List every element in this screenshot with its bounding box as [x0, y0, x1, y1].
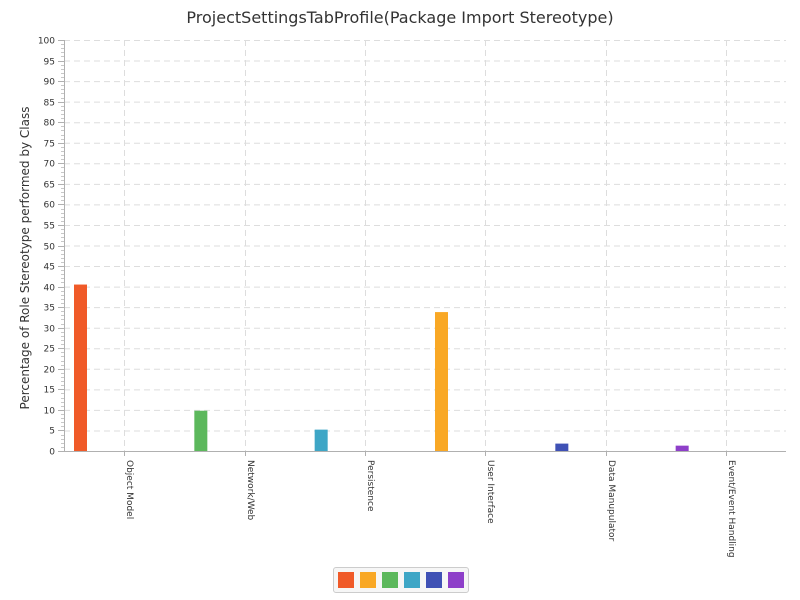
x-tick-label: Event/Event Handling [726, 460, 736, 558]
y-tick-label: 5 [49, 427, 55, 437]
legend-swatch [448, 572, 464, 588]
gridlines [64, 40, 786, 451]
y-tick-label: 0 [49, 448, 55, 458]
legend-swatch [338, 572, 354, 588]
y-tick-label: 20 [44, 366, 56, 376]
bar [194, 410, 208, 451]
y-tick-label: 10 [44, 407, 56, 417]
legend-swatch [404, 572, 420, 588]
y-tick-label: 40 [44, 284, 56, 294]
y-tick-label: 100 [38, 37, 55, 47]
y-tick-label: 75 [44, 140, 55, 150]
legend-swatch [382, 572, 398, 588]
x-tick-label: Object Model [124, 460, 134, 519]
bar [555, 443, 569, 451]
bar [675, 445, 689, 451]
legend-swatch [426, 572, 442, 588]
y-tick-label: 70 [44, 160, 56, 170]
y-tick-label: 60 [44, 201, 56, 211]
y-tick-label: 35 [44, 304, 55, 314]
y-tick-label: 45 [44, 263, 55, 273]
category-labels: Object Model Network/Web Persistence User I… [124, 460, 736, 558]
legend [333, 567, 469, 593]
x-tick-label: User Interface [485, 460, 495, 524]
y-tick-label: 25 [44, 345, 55, 355]
y-tick-label: 95 [44, 58, 55, 68]
y-tick-label: 55 [44, 222, 55, 232]
chart-title: ProjectSettingsTabProfile(Package Import… [186, 8, 613, 27]
x-tick-label: Persistence [365, 460, 375, 512]
x-tick-label: Data Manupulator [606, 460, 616, 542]
y-axis-label: Percentage of Role Stereotype performed … [18, 107, 32, 410]
y-tick-label: 90 [44, 78, 56, 88]
bars [74, 284, 689, 451]
legend-swatch [360, 572, 376, 588]
x-tick-label: Network/Web [245, 460, 255, 521]
y-tick-label: 65 [44, 181, 55, 191]
axes: 0 5 10 15 20 25 30 35 40 45 50 55 60 65 70 75 80 85 90 95 10… [38, 37, 786, 458]
bar [314, 429, 328, 451]
y-tick-label: 30 [44, 325, 56, 335]
y-tick-label: 50 [44, 243, 56, 253]
bar [74, 284, 87, 451]
y-tick-label: 80 [44, 119, 56, 129]
bar [435, 312, 448, 451]
y-tick-label: 85 [44, 99, 55, 109]
y-tick-label: 15 [44, 386, 55, 396]
